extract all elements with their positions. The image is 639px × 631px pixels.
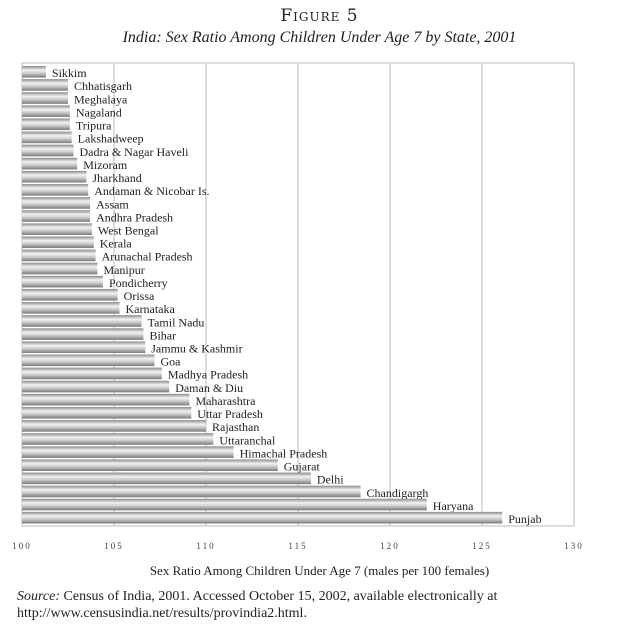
- bar: [22, 472, 311, 485]
- bar-label: Haryana: [433, 499, 474, 513]
- source-prefix: Source:: [17, 589, 61, 604]
- bar: [22, 354, 155, 367]
- chart-title: India: Sex Ratio Among Children Under Ag…: [122, 29, 517, 46]
- bar-label: Gujarat: [284, 460, 321, 474]
- bar-label: Nagaland: [76, 105, 122, 119]
- bar: [22, 184, 89, 196]
- bar-label: Daman & Diu: [175, 381, 243, 395]
- bar-label: Arunachal Pradesh: [102, 250, 193, 264]
- bar: [22, 433, 214, 445]
- bar-label: Maharashtra: [195, 394, 256, 408]
- bar-chart: SikkimChhatisgarhMeghalayaNagalandTripur…: [12, 62, 584, 551]
- bar-label: Karnataka: [126, 302, 176, 316]
- bar-label: Chhatisgarh: [74, 79, 132, 93]
- bar: [22, 393, 190, 406]
- bar: [22, 170, 87, 183]
- bar: [22, 210, 91, 222]
- bar-label: Andaman & Nicobar Is.: [94, 184, 209, 198]
- bar: [22, 341, 146, 354]
- bar-label: West Bengal: [98, 223, 159, 237]
- x-tick-label: 120: [380, 541, 400, 551]
- figure-label: Figure 5: [280, 6, 359, 26]
- bar-label: Dadra & Nagar Haveli: [80, 145, 190, 159]
- bar-label: Manipur: [103, 263, 144, 277]
- bar-label: Lakshadweep: [78, 132, 144, 146]
- bar: [22, 144, 74, 157]
- bar: [22, 328, 144, 340]
- x-tick-label: 105: [104, 541, 124, 551]
- bar-label: Punjab: [508, 512, 541, 526]
- x-tick-label: 115: [288, 541, 307, 551]
- bar: [22, 406, 192, 419]
- bar: [22, 79, 68, 91]
- bar: [22, 262, 98, 275]
- x-tick-label: 130: [564, 541, 584, 551]
- bar-label: Tamil Nadu: [148, 315, 205, 329]
- bar: [22, 420, 206, 432]
- bar: [22, 315, 142, 327]
- source-text: Census of India, 2001. Accessed October …: [17, 589, 498, 621]
- bar: [22, 157, 78, 170]
- bar-label: Jammu & Kashmir: [151, 342, 242, 356]
- bar-label: Tripura: [76, 119, 112, 133]
- bar-label: Uttaranchal: [219, 433, 276, 447]
- bar-label: Jharkhand: [92, 171, 141, 185]
- bar: [22, 288, 118, 301]
- bar: [22, 275, 103, 288]
- bar: [22, 118, 70, 131]
- bar: [22, 197, 91, 209]
- bar-label: Rajasthan: [212, 420, 259, 434]
- bar-label: Pondicherry: [109, 276, 168, 290]
- bar-label: Uttar Pradesh: [197, 407, 263, 421]
- bar-label: Assam: [96, 197, 129, 211]
- bar: [22, 92, 68, 104]
- bar-label: Andhra Pradesh: [96, 210, 173, 224]
- source-note: Source: Census of India, 2001. Accessed …: [17, 588, 632, 622]
- x-axis-label: Sex Ratio Among Children Under Age 7 (ma…: [149, 563, 490, 578]
- bar-label: Chandigargh: [367, 486, 429, 500]
- bar: [22, 380, 170, 393]
- bar: [22, 511, 503, 524]
- bar: [22, 367, 162, 380]
- bar: [22, 459, 278, 472]
- bar-label: Delhi: [317, 473, 344, 487]
- bar-label: Bihar: [149, 328, 176, 342]
- bar: [22, 105, 70, 117]
- bar: [22, 236, 94, 249]
- bar-label: Sikkim: [52, 66, 87, 80]
- bar: [22, 249, 96, 262]
- bar: [22, 485, 361, 498]
- bar-label: Madhya Pradesh: [168, 368, 248, 382]
- bar-label: Mizoram: [83, 158, 128, 172]
- bar-label: Himachal Pradesh: [240, 446, 328, 460]
- bar-label: Meghalaya: [74, 92, 128, 106]
- bar-label: Orissa: [124, 289, 155, 303]
- bar: [22, 223, 92, 235]
- bar: [22, 446, 234, 458]
- bar-label: Goa: [160, 355, 181, 369]
- bar: [22, 66, 46, 78]
- bar-label: Kerala: [100, 237, 133, 251]
- bar: [22, 131, 72, 144]
- bar: [22, 498, 427, 511]
- x-tick-label: 125: [472, 541, 492, 551]
- bar: [22, 302, 120, 314]
- x-tick-label: 100: [12, 541, 32, 551]
- x-tick-label: 110: [196, 541, 215, 551]
